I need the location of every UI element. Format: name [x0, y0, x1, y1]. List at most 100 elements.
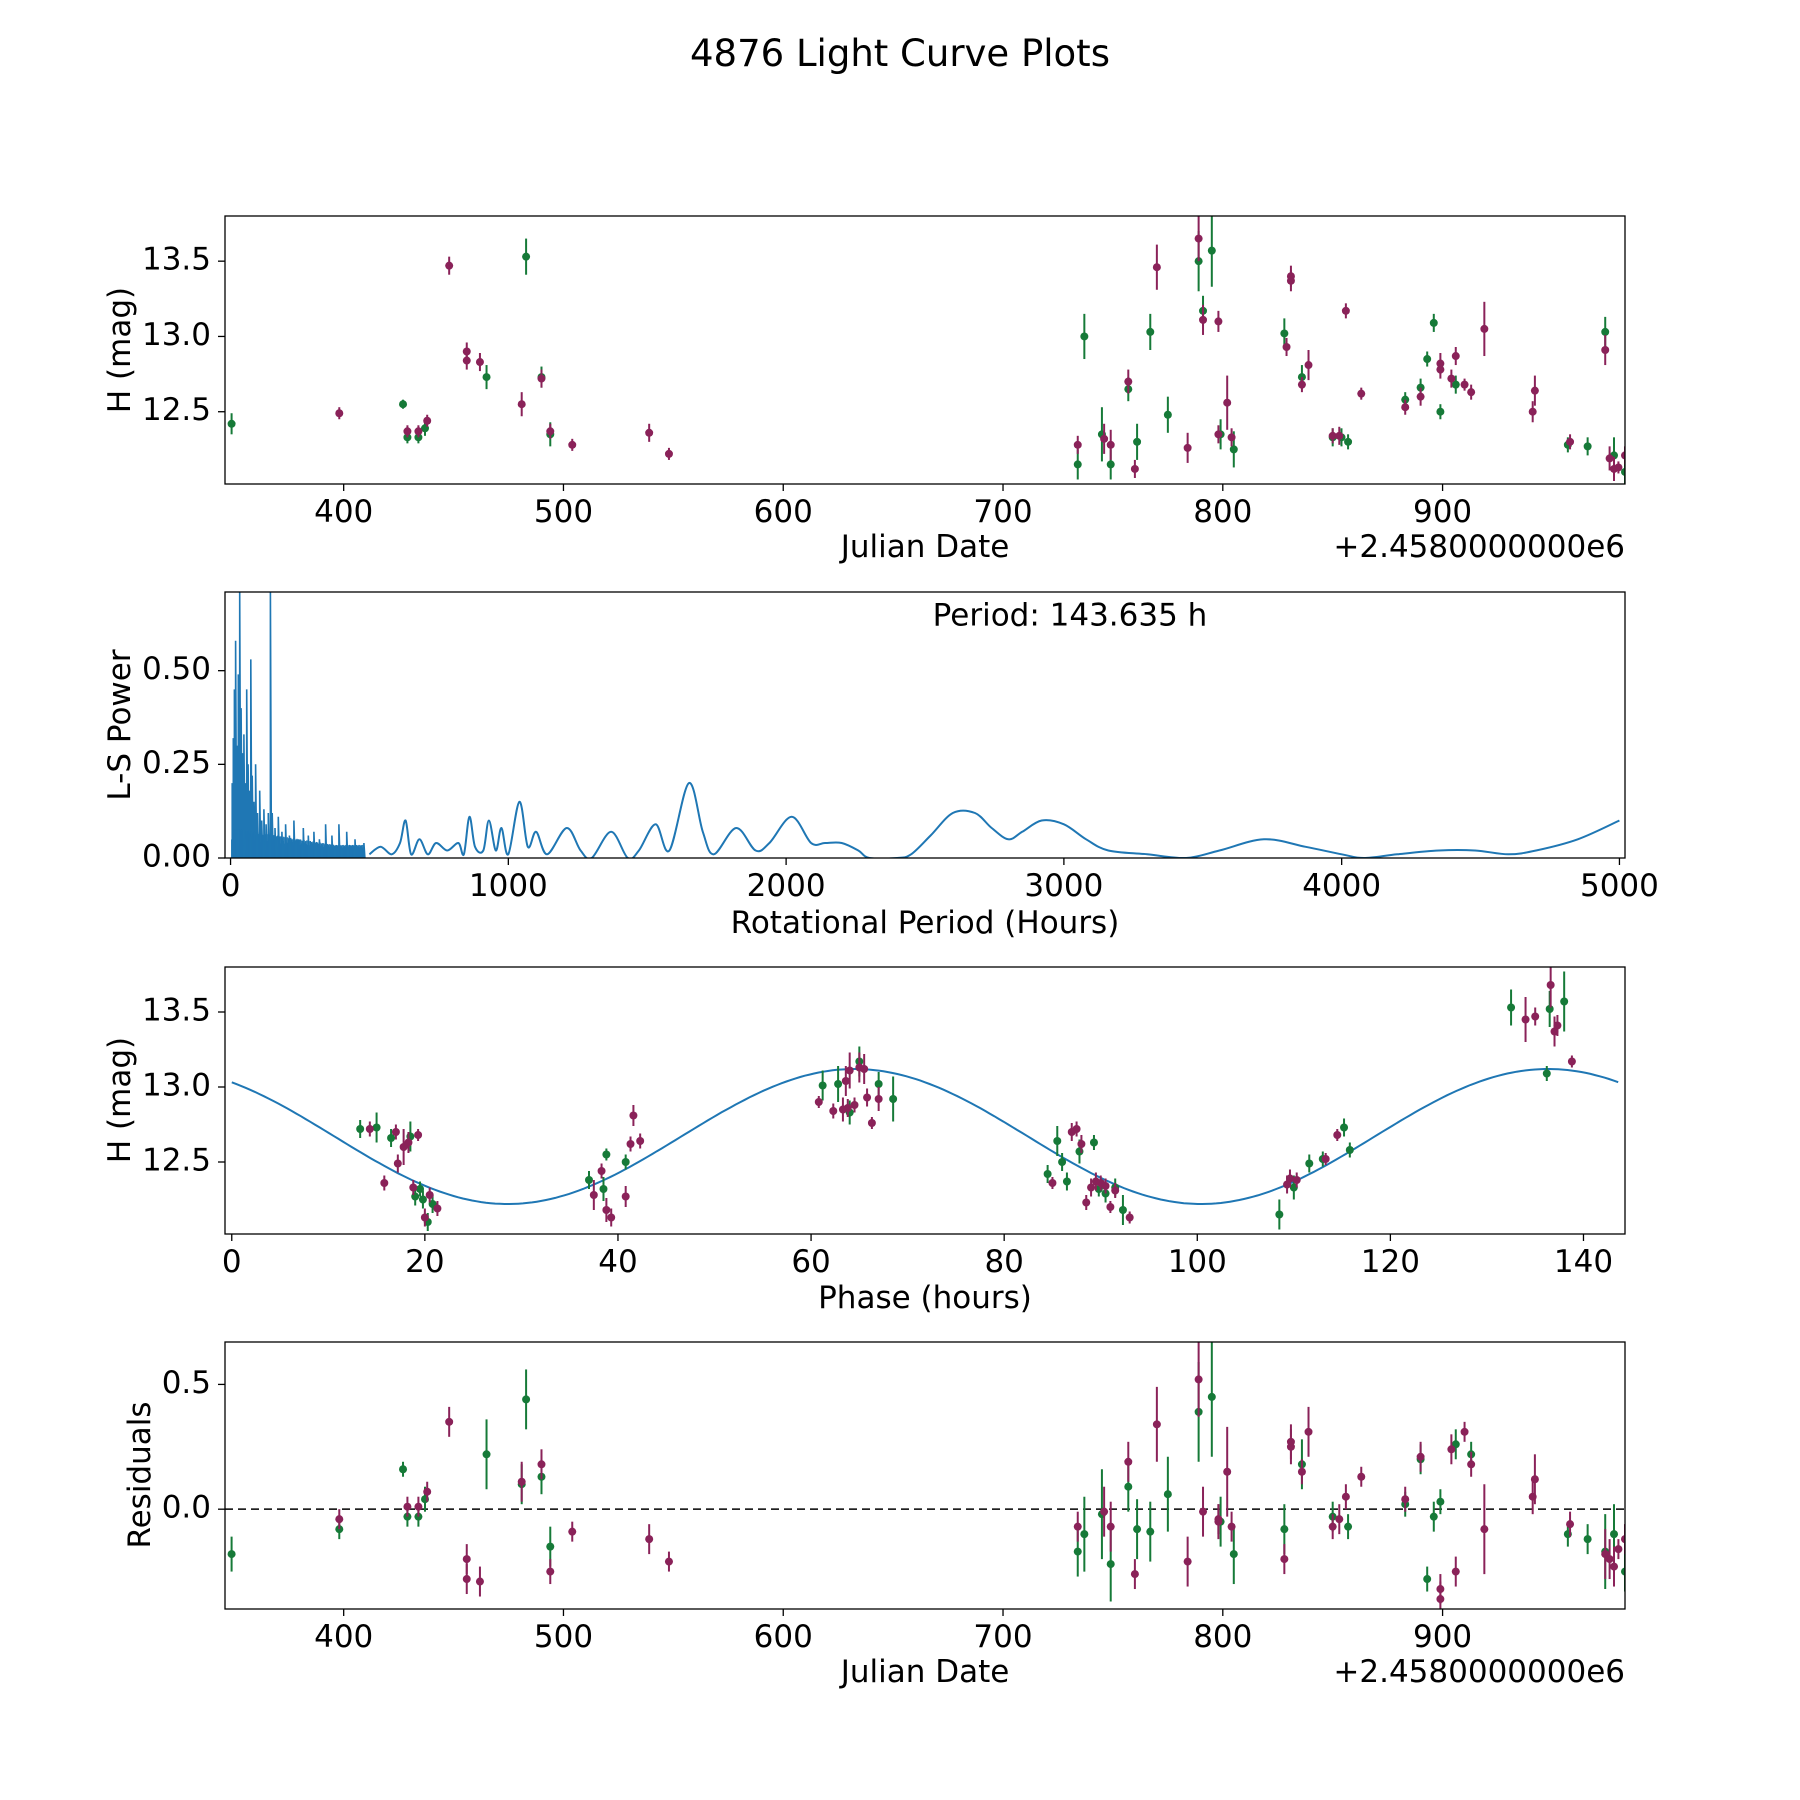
- lightcurve-point-purple: [1297, 380, 1306, 389]
- lightcurve-point-green: [1429, 318, 1438, 327]
- residuals-point-purple: [1106, 1522, 1115, 1531]
- phased-point-green: [1545, 1005, 1554, 1013]
- phased-point-purple: [1553, 1021, 1562, 1030]
- lightcurve-point-purple: [1282, 342, 1291, 351]
- residuals-point-purple: [645, 1535, 654, 1544]
- residuals-x-tick-label: 800: [1193, 1619, 1252, 1655]
- residuals-axes: 400 500 600 700 800 900 0.0 0.5: [162, 1365, 1472, 1655]
- residuals-point-purple: [1621, 1535, 1625, 1544]
- lightcurve-point-purple: [1467, 388, 1476, 397]
- lightcurve-point-green: [482, 373, 491, 382]
- phased-point-green: [418, 1195, 427, 1204]
- phased-point-purple: [414, 1131, 423, 1139]
- residuals-point-purple: [1100, 1507, 1109, 1516]
- phased-point-purple: [863, 1093, 872, 1102]
- lightcurve-point-purple: [1304, 361, 1313, 370]
- lightcurve-point-purple: [1401, 403, 1410, 412]
- lightcurve-point-green: [1621, 467, 1625, 476]
- lightcurve-point-purple: [462, 356, 471, 365]
- periodogram-x-tick-label: 2000: [747, 868, 826, 904]
- residuals-point-green: [227, 1550, 236, 1559]
- phased-point-purple: [814, 1098, 823, 1106]
- periodogram-spike-line: [230, 592, 366, 858]
- lightcurve-point-purple: [1416, 392, 1425, 401]
- phased-point-purple: [636, 1137, 645, 1145]
- phased-point-green: [1507, 1003, 1516, 1012]
- lightcurve-point-green: [1601, 327, 1610, 336]
- lightcurve-point-purple: [1357, 389, 1366, 398]
- residuals-point-purple: [1605, 1555, 1614, 1564]
- lightcurve-point-purple: [414, 427, 423, 436]
- lightcurve-point-green: [522, 252, 531, 261]
- phased-point-green: [1560, 997, 1569, 1006]
- residuals-point-purple: [1460, 1427, 1469, 1436]
- residuals-point-purple: [1614, 1545, 1623, 1554]
- residuals-y-tick-label: 0.5: [162, 1365, 211, 1401]
- residuals-point-purple: [1152, 1420, 1161, 1429]
- lightcurve-plot-area: [227, 216, 1625, 484]
- residuals-point-green: [1124, 1482, 1133, 1491]
- lightcurve-point-purple: [1223, 398, 1232, 407]
- periodogram-frame: [224, 591, 1626, 859]
- phased-point-purple: [874, 1095, 883, 1103]
- phased-point-green: [834, 1080, 843, 1088]
- residuals-panel: 400 500 600 700 800 900 0.0 0.5 Julian Date Res…: [122, 1341, 1626, 1690]
- residuals-point-purple: [1183, 1557, 1192, 1566]
- lightcurve-point-purple: [568, 440, 577, 449]
- phased-y-tick-label: 12.5: [142, 1143, 211, 1179]
- residuals-point-purple: [462, 1555, 471, 1564]
- phased-point-green: [1043, 1170, 1052, 1178]
- residuals-point-green: [1207, 1392, 1216, 1401]
- periodogram-y-label: L-S Power: [102, 649, 138, 800]
- phased-x-tick-label: 20: [405, 1244, 444, 1280]
- periodogram-y-tick-label: 0.50: [142, 651, 211, 687]
- lightcurve-point-purple: [1100, 434, 1109, 443]
- lightcurve-x-tick-label: 400: [314, 494, 373, 530]
- residuals-point-purple: [1436, 1595, 1445, 1604]
- residuals-point-green: [1610, 1530, 1619, 1539]
- lightcurve-point-green: [1229, 445, 1238, 454]
- sinusoid-fit-line: [231, 1068, 1619, 1205]
- residuals-y-tick-label: 0.0: [162, 1490, 211, 1526]
- lightcurve-panel: 400 500 600 700 800 900 12.5 13.0 13.5 Julian Da…: [102, 215, 1626, 565]
- residuals-x-tick-label: 500: [534, 1619, 593, 1655]
- residuals-point-purple: [568, 1527, 577, 1536]
- residuals-point-green: [399, 1465, 408, 1474]
- residuals-x-tick-label: 700: [973, 1619, 1032, 1655]
- periodogram-x-tick-label: 1000: [469, 868, 548, 904]
- residuals-point-purple: [1416, 1452, 1425, 1461]
- lightcurve-point-purple: [1447, 374, 1456, 383]
- phased-point-green: [818, 1081, 827, 1090]
- phased-point-purple: [602, 1206, 611, 1214]
- residuals-point-green: [522, 1395, 531, 1404]
- phased-point-green: [1305, 1159, 1314, 1168]
- residuals-x-tick-label: 900: [1413, 1619, 1472, 1655]
- phased-x-tick-label: 80: [984, 1244, 1023, 1280]
- residuals-point-purple: [1124, 1457, 1133, 1466]
- phased-point-purple: [626, 1140, 635, 1148]
- phased-y-tick-label: 13.5: [142, 993, 211, 1029]
- residuals-point-green: [1429, 1512, 1438, 1521]
- residuals-point-green: [546, 1542, 555, 1551]
- lightcurve-x-tick-label: 900: [1413, 494, 1472, 530]
- residuals-offset-label: +2.4580000000e6: [1333, 1654, 1625, 1690]
- lightcurve-point-purple: [664, 449, 673, 458]
- lightcurve-point-green: [1080, 332, 1089, 341]
- phased-point-green: [602, 1150, 611, 1159]
- lightcurve-point-purple: [546, 427, 555, 436]
- phased-point-purple: [1077, 1140, 1086, 1148]
- residuals-point-purple: [664, 1557, 673, 1566]
- lightcurve-point-purple: [537, 374, 546, 383]
- lightcurve-frame: [224, 215, 1626, 485]
- phased-point-purple: [365, 1125, 374, 1133]
- phased-point-purple: [380, 1179, 389, 1187]
- phased-point-purple: [1125, 1213, 1134, 1222]
- period-annotation: Period: 143.635 h: [933, 598, 1208, 634]
- residuals-point-green: [1280, 1525, 1289, 1534]
- lightcurve-point-purple: [1073, 440, 1082, 449]
- phased-point-green: [1053, 1137, 1062, 1145]
- periodogram-marks: [230, 592, 1620, 858]
- lightcurve-point-purple: [1341, 306, 1350, 315]
- residuals-x-label: Julian Date: [839, 1654, 1010, 1690]
- lightcurve-point-purple: [1530, 386, 1539, 395]
